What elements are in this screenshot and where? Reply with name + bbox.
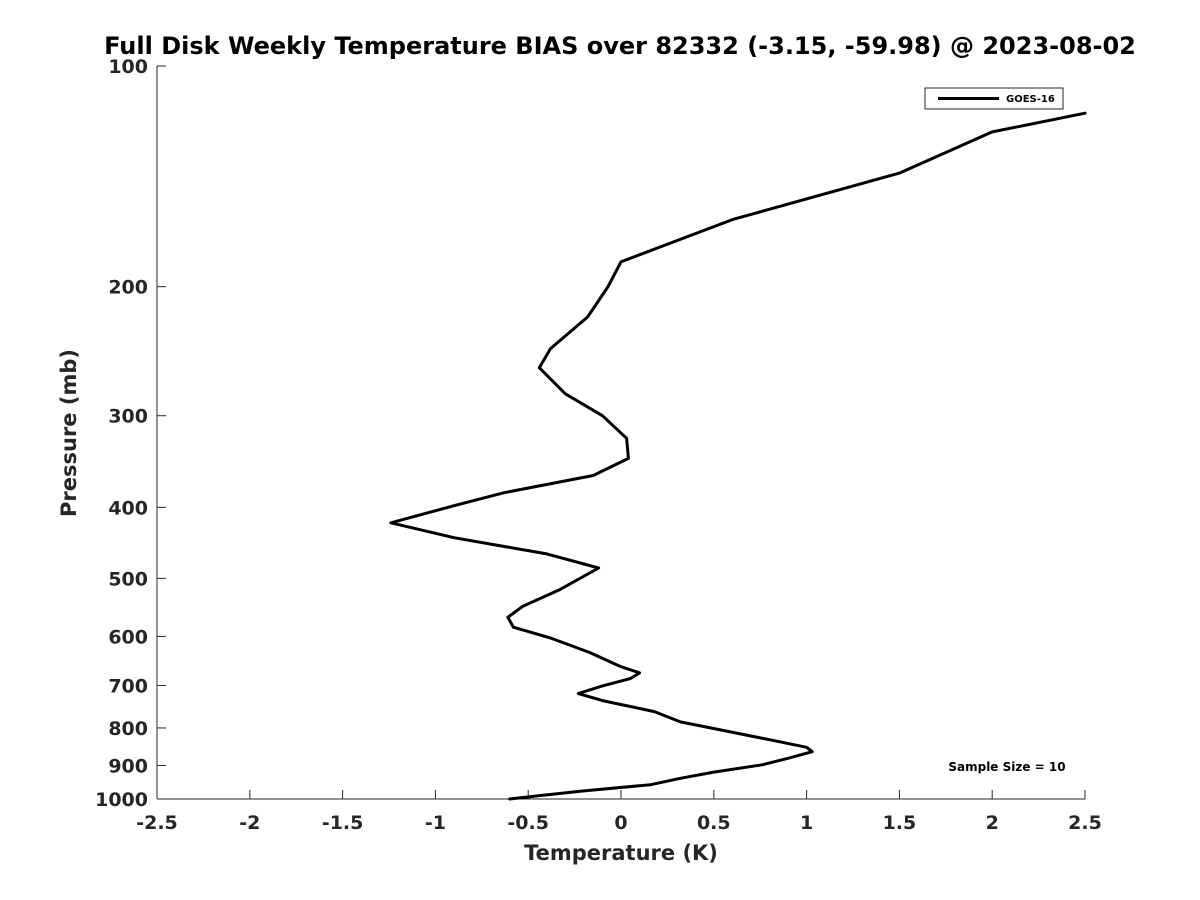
y-tick-label: 300 xyxy=(108,406,148,428)
x-tick-label: 1.5 xyxy=(883,812,917,834)
y-tick-label: 100 xyxy=(108,56,148,78)
x-tick-label: -1.5 xyxy=(322,812,364,834)
x-axis-label: Temperature (K) xyxy=(524,841,718,865)
legend: GOES-16 xyxy=(924,87,1064,110)
series-layer xyxy=(389,111,1087,801)
y-tick-label: 800 xyxy=(108,718,148,740)
x-tick-label: -2 xyxy=(239,812,260,834)
x-tick-label: 0.5 xyxy=(697,812,731,834)
x-ticks: -2.5 -2 -1.5 -1 -0.5 0 0.5 1 1.5 2 2.5 xyxy=(136,790,1102,834)
x-tick-label: 1 xyxy=(800,812,813,834)
sample-size-annotation: Sample Size = 10 xyxy=(948,760,1065,774)
y-tick-label: 500 xyxy=(108,568,148,590)
y-ticks: 100 200 300 400 500 600 700 800 900 1000 xyxy=(95,56,166,811)
series-line-goes-16 xyxy=(389,111,1087,801)
y-tick-label: 700 xyxy=(108,675,148,697)
y-axis-label: Pressure (mb) xyxy=(57,349,81,517)
x-tick-label: 2 xyxy=(986,812,999,834)
y-tick-label: 400 xyxy=(108,497,148,519)
y-tick-label: 600 xyxy=(108,626,148,648)
chart-title: Full Disk Weekly Temperature BIAS over 8… xyxy=(104,32,1136,60)
plot-area: -2.5 -2 -1.5 -1 -0.5 0 0.5 1 1.5 2 2.5 100 200 300 40… xyxy=(95,56,1102,834)
y-tick-label: 900 xyxy=(108,755,148,777)
x-tick-label: 2.5 xyxy=(1068,812,1102,834)
y-tick-label: 200 xyxy=(108,277,148,299)
x-tick-label: -2.5 xyxy=(136,812,178,834)
x-tick-label: -1 xyxy=(425,812,446,834)
y-tick-label: 1000 xyxy=(95,789,148,811)
x-tick-label: -0.5 xyxy=(507,812,549,834)
legend-label-goes-16: GOES-16 xyxy=(1006,94,1055,105)
x-tick-label: 0 xyxy=(614,812,627,834)
